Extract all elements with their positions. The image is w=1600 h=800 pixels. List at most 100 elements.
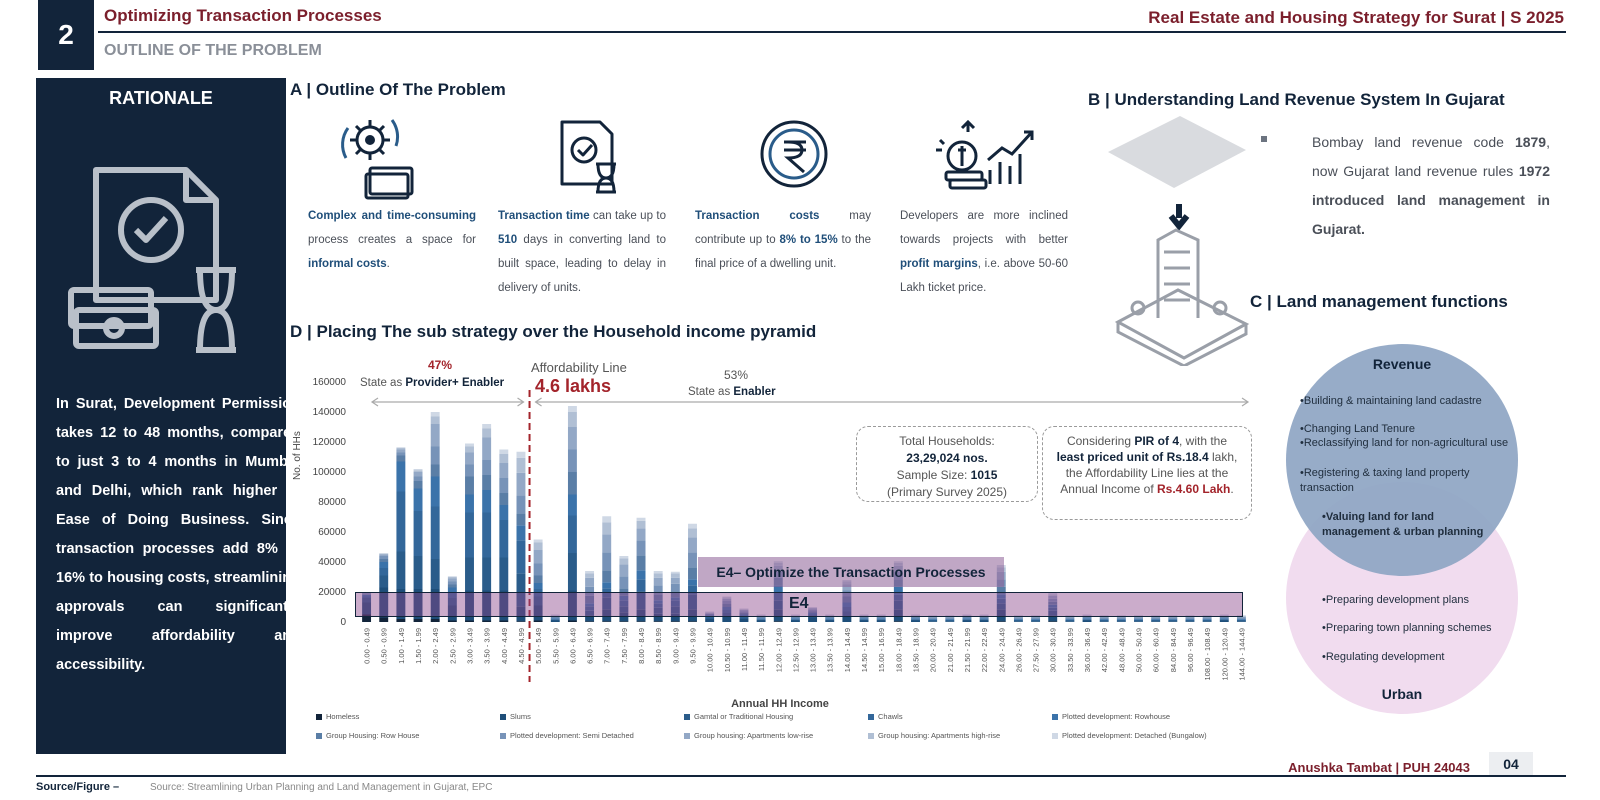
bar-segment-group-housing-row-house bbox=[859, 617, 869, 619]
emphasis-text: 1879 bbox=[1514, 134, 1547, 150]
bar-segment-group-housing-apartments-high-rise bbox=[722, 597, 732, 599]
bar-segment-gamtal-or-traditional-housing bbox=[1013, 620, 1023, 622]
bar-segment-group-housing-apartments-low-rise bbox=[413, 472, 423, 477]
bar-segment-slums bbox=[636, 609, 646, 622]
y-tick-label: 120000 bbox=[313, 437, 347, 448]
legend-item: Chawls bbox=[868, 712, 1052, 721]
bar-segment-group-housing-apartments-low-rise bbox=[1134, 616, 1143, 618]
text-run: . bbox=[1230, 482, 1234, 496]
bar-segment-plotted-development-detached-bungalow- bbox=[1236, 615, 1246, 616]
bar-segment-gamtal-or-traditional-housing bbox=[482, 557, 492, 591]
y-tick-label: 140000 bbox=[313, 407, 347, 418]
bar-segment-slums bbox=[688, 609, 697, 622]
bar-segment-slums bbox=[1151, 621, 1161, 622]
bar-segment-plotted-development-semi-detached bbox=[705, 613, 715, 615]
bar-segment-group-housing-row-house bbox=[688, 567, 697, 580]
bar-segment-plotted-development-rowhouse bbox=[482, 490, 492, 513]
x-tick-label: 33.50 - 33.99 bbox=[1066, 628, 1075, 672]
bar-segment-group-housing-apartments-low-rise bbox=[499, 463, 509, 478]
bar-segment-plotted-development-detached-bungalow- bbox=[1065, 615, 1075, 616]
bar-segment-chawls bbox=[1013, 619, 1023, 621]
bar-segment-plotted-development-detached-bungalow- bbox=[1219, 614, 1229, 616]
bar-segment-group-housing-row-house bbox=[979, 617, 989, 619]
bar-segment-group-housing-row-house bbox=[396, 455, 406, 462]
bar-segment-plotted-development-detached-bungalow- bbox=[430, 412, 440, 417]
text-run: Considering bbox=[1066, 434, 1135, 448]
document-title: Real Estate and Housing Strategy for Sur… bbox=[1148, 8, 1564, 27]
bar-segment-group-housing-apartments-high-rise bbox=[756, 615, 766, 616]
bar-segment-group-housing-row-house bbox=[533, 575, 543, 583]
legend-item: Group housing: Apartments low-rise bbox=[684, 731, 868, 740]
bar-segment-group-housing-apartments-high-rise bbox=[670, 573, 680, 578]
bar-segment-plotted-development-rowhouse bbox=[825, 618, 835, 619]
bar-segment-group-housing-row-house bbox=[1151, 618, 1161, 619]
bar-segment-plotted-development-rowhouse bbox=[516, 525, 526, 541]
bar-segment-chawls bbox=[550, 619, 560, 620]
bar-segment-plotted-development-rowhouse bbox=[790, 618, 800, 619]
emphasis-text: informal costs bbox=[308, 258, 387, 270]
bar-segment-gamtal-or-traditional-housing bbox=[1168, 620, 1178, 622]
x-tick-label: 60.00 - 60.49 bbox=[1152, 628, 1161, 672]
bar-segment-group-housing-row-house bbox=[1048, 601, 1058, 605]
bar-segment-plotted-development-semi-detached bbox=[1134, 617, 1143, 619]
legend-swatch bbox=[316, 732, 322, 739]
rupee-coin-icon bbox=[760, 120, 828, 188]
legend-label: Slums bbox=[510, 712, 531, 721]
bar-segment-chawls bbox=[567, 515, 577, 553]
bar-segment-group-housing-apartments-high-rise bbox=[1082, 615, 1092, 616]
right-share-arrow bbox=[534, 397, 1250, 407]
bar-segment-plotted-development-detached-bungalow- bbox=[619, 556, 629, 559]
bar-segment-plotted-development-detached-bungalow- bbox=[447, 576, 457, 577]
y-tick-label: 0 bbox=[340, 617, 346, 628]
bar-segment-plotted-development-rowhouse bbox=[1219, 618, 1229, 619]
bar-segment-plotted-development-rowhouse bbox=[1013, 619, 1023, 620]
bar-segment-plotted-development-detached-bungalow- bbox=[1031, 615, 1041, 616]
x-tick-label: 3.50 - 3.99 bbox=[483, 628, 492, 664]
legend-item: Slums bbox=[500, 712, 684, 721]
bar-segment-chawls bbox=[1065, 619, 1075, 621]
bar-segment-plotted-development-semi-detached bbox=[1151, 617, 1161, 619]
bar-segment-gamtal-or-traditional-housing bbox=[1082, 619, 1092, 621]
bar-segment-plotted-development-semi-detached bbox=[447, 581, 457, 585]
emphasis-text: profit margins bbox=[900, 258, 978, 270]
bar-segment-chawls bbox=[688, 585, 697, 595]
bar-segment-group-housing-row-house bbox=[653, 594, 663, 601]
bar-segment-homeless bbox=[413, 619, 423, 622]
x-tick-label: 1.00 - 1.49 bbox=[397, 628, 406, 664]
legend-item: Plotted development: Rowhouse bbox=[1052, 712, 1236, 721]
bar-segment-chawls bbox=[516, 540, 526, 574]
x-tick-label: 108.00 - 108.49 bbox=[1203, 628, 1212, 681]
legend-item: Gamtal or Traditional Housing bbox=[684, 712, 868, 721]
bar-segment-plotted-development-semi-detached bbox=[859, 616, 869, 618]
bar-segment-homeless bbox=[1048, 621, 1058, 622]
land-to-building-icon bbox=[1108, 116, 1250, 366]
bar-segment-group-housing-row-house bbox=[447, 584, 457, 588]
bar-segment-group-housing-row-house bbox=[1202, 618, 1212, 619]
bar-segment-group-housing-row-house bbox=[465, 476, 474, 495]
x-tick-label: 21.00 - 21.49 bbox=[946, 628, 955, 672]
bar-segment-plotted-development-semi-detached bbox=[413, 476, 423, 481]
legend-swatch bbox=[316, 713, 322, 720]
x-tick-label: 4.00 - 4.49 bbox=[500, 628, 509, 664]
bar-segment-group-housing-apartments-low-rise bbox=[636, 528, 646, 541]
bar-segment-group-housing-row-house bbox=[567, 472, 577, 495]
bar-segment-plotted-development-rowhouse bbox=[567, 494, 577, 516]
bar-segment-group-housing-row-house bbox=[602, 570, 612, 583]
bar-segment-chawls bbox=[585, 606, 595, 611]
money-growth-chart-icon bbox=[936, 120, 1034, 190]
bar-segment-plotted-development-rowhouse bbox=[653, 600, 663, 604]
bar-segment-chawls bbox=[447, 592, 457, 598]
bar-segment-plotted-development-semi-detached bbox=[1013, 617, 1023, 619]
section-a-heading: A | Outline Of The Problem bbox=[290, 80, 506, 99]
bar-segment-plotted-development-detached-bungalow- bbox=[602, 516, 612, 523]
bar-segment-plotted-development-semi-detached bbox=[1185, 617, 1195, 619]
x-tick-label: 27.50 - 27.99 bbox=[1032, 628, 1041, 672]
bar-segment-homeless bbox=[447, 620, 457, 622]
bar-segment-plotted-development-rowhouse bbox=[739, 614, 749, 616]
document-check-money-hourglass-icon bbox=[68, 167, 236, 353]
pir-box: Considering PIR of 4, with the least pri… bbox=[1042, 426, 1252, 520]
bar-segment-plotted-development-semi-detached bbox=[1168, 617, 1178, 619]
section-b-bullet: Bombay land revenue code 1879, now Gujar… bbox=[1312, 128, 1550, 244]
legend-item: Group housing: Apartments high-rise bbox=[868, 731, 1052, 740]
bar-segment-plotted-development-semi-detached bbox=[465, 464, 474, 477]
